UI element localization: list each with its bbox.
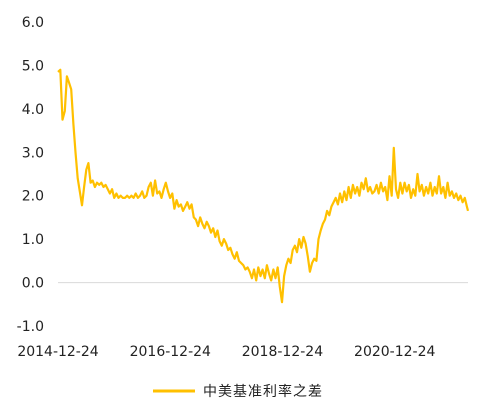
legend: 中美基准利率之差 [153,383,323,400]
x-tick-label: 2016-12-24 [130,344,211,360]
x-tick-label: 2014-12-24 [17,344,98,360]
y-axis: 6.0 5.0 4.0 3.0 2.0 1.0 0.0 -1.0 [17,15,44,335]
y-tick-label: 3.0 [22,145,44,161]
y-tick-label: 5.0 [22,58,44,74]
y-tick-label: 4.0 [22,102,44,118]
y-tick-label: 6.0 [22,15,44,31]
y-tick-label: 0.0 [22,276,44,292]
series-line [57,68,470,304]
x-axis: 2014-12-24 2016-12-24 2018-12-24 2020-12-24 [17,344,435,360]
x-tick-label: 2020-12-24 [354,344,435,360]
legend-label: 中美基准利率之差 [203,383,323,400]
y-tick-label: 2.0 [22,189,44,205]
x-tick-label: 2018-12-24 [242,344,323,360]
y-tick-label: 1.0 [22,232,44,248]
y-tick-label: -1.0 [17,319,44,335]
